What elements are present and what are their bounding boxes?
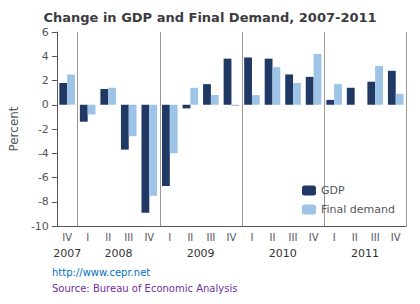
svg-text:II: II xyxy=(270,232,276,243)
svg-text:-2: -2 xyxy=(38,123,49,136)
svg-text:http://www.cepr.net: http://www.cepr.net xyxy=(52,267,150,278)
svg-text:IV: IV xyxy=(144,232,154,243)
svg-text:GDP: GDP xyxy=(321,184,345,197)
svg-text:6: 6 xyxy=(42,26,49,39)
svg-text:2011: 2011 xyxy=(351,247,379,260)
svg-text:I: I xyxy=(250,232,253,243)
svg-text:-4: -4 xyxy=(38,147,49,160)
svg-text:Change in GDP and Final Demand: Change in GDP and Final Demand, 2007-201… xyxy=(43,10,376,25)
svg-text:2010: 2010 xyxy=(269,247,297,260)
svg-text:II: II xyxy=(352,232,358,243)
svg-text:I: I xyxy=(333,232,336,243)
svg-text:-10: -10 xyxy=(31,220,49,233)
svg-text:2009: 2009 xyxy=(187,247,215,260)
svg-text:III: III xyxy=(371,232,380,243)
svg-text:Percent: Percent xyxy=(7,106,21,151)
svg-text:I: I xyxy=(168,232,171,243)
svg-text:III: III xyxy=(289,232,298,243)
svg-text:III: III xyxy=(124,232,133,243)
svg-text:II: II xyxy=(187,232,193,243)
svg-text:IV: IV xyxy=(309,232,319,243)
svg-text:II: II xyxy=(105,232,111,243)
svg-text:Final demand: Final demand xyxy=(321,203,395,216)
svg-text:2: 2 xyxy=(42,74,49,87)
svg-text:2008: 2008 xyxy=(104,247,132,260)
svg-text:-6: -6 xyxy=(38,171,49,184)
svg-text:III: III xyxy=(206,232,215,243)
svg-text:IV: IV xyxy=(391,232,401,243)
svg-text:Source: Bureau of Economic Ana: Source: Bureau of Economic Analysis xyxy=(52,283,237,294)
svg-text:-8: -8 xyxy=(38,195,49,208)
svg-text:2007: 2007 xyxy=(53,247,81,260)
svg-text:4: 4 xyxy=(42,50,49,63)
svg-text:IV: IV xyxy=(227,232,237,243)
svg-text:0: 0 xyxy=(42,98,49,111)
svg-text:IV: IV xyxy=(62,232,72,243)
svg-text:I: I xyxy=(86,232,89,243)
